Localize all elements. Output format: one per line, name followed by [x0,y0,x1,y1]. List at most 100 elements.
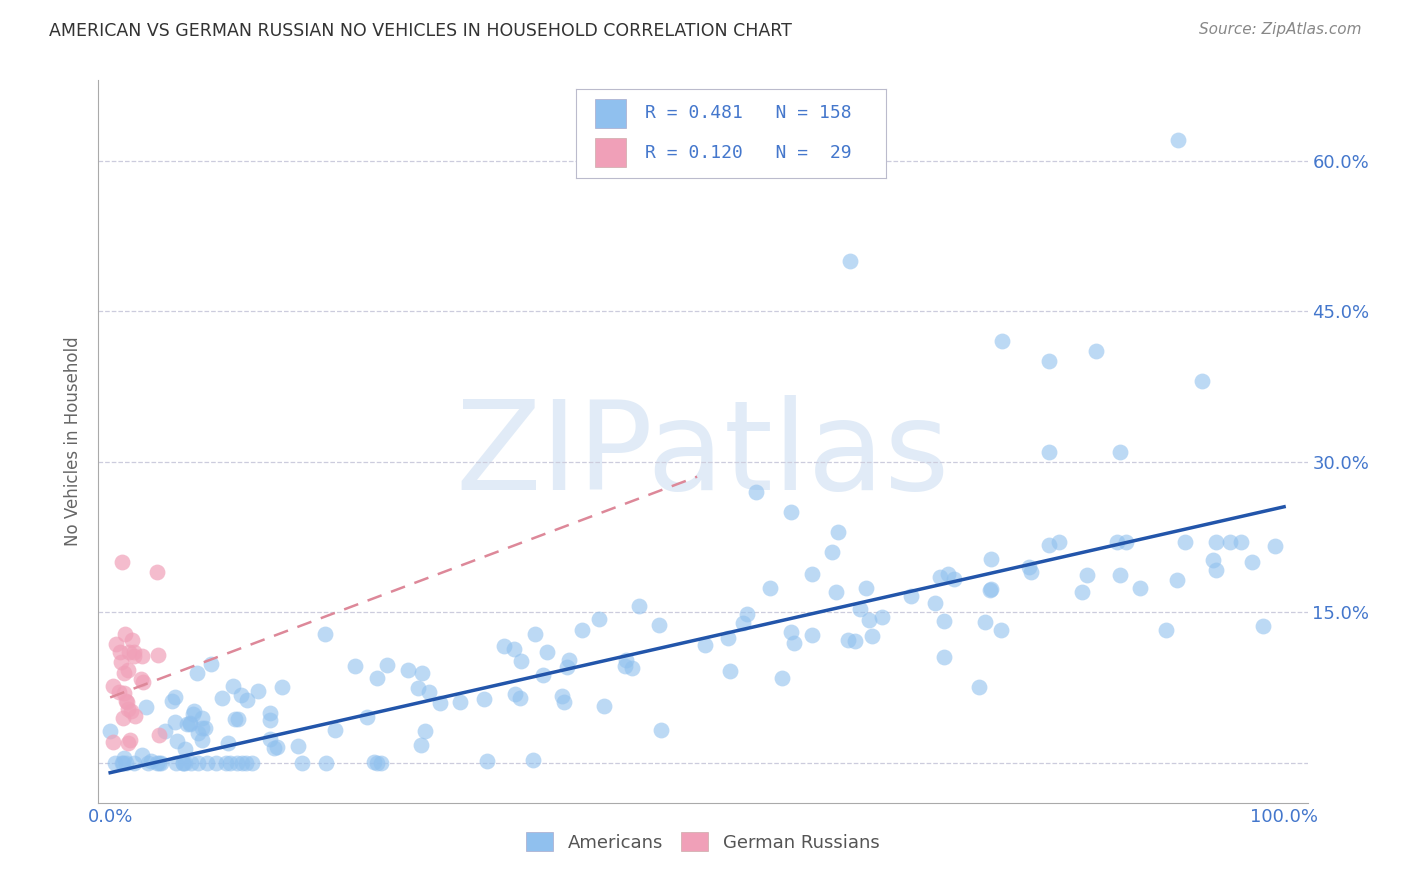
Point [979,582,1001,597]
Point [731,615,754,630]
Point [429,696,451,710]
Point [162,694,184,708]
Point [222,679,245,693]
Point [522,754,544,768]
Point [344,658,367,673]
Point [1038,444,1060,458]
Point [934,615,956,629]
Point [1115,535,1137,549]
FancyBboxPatch shape [595,99,626,128]
Point [224,712,246,726]
Point [124,709,146,723]
Point [849,602,872,616]
Point [924,596,946,610]
Point [1047,535,1070,549]
Point [1105,535,1128,549]
Point [492,639,515,653]
Point [215,756,238,770]
Point [120,704,142,718]
Point [356,710,378,724]
Point [165,756,187,770]
Point [186,665,208,680]
Point [1019,565,1042,579]
Point [146,565,169,579]
Point [315,756,337,770]
Point [132,674,155,689]
Point [111,756,134,770]
Point [936,567,959,582]
Point [870,610,893,624]
Point [375,657,398,672]
Point [1129,581,1152,595]
Point [122,756,145,770]
Point [259,713,281,727]
Point [406,681,429,695]
Point [1071,585,1094,599]
FancyBboxPatch shape [595,138,626,167]
Point [179,715,201,730]
Point [1018,560,1040,574]
Point [291,756,314,770]
Point [418,685,440,699]
Point [148,728,170,742]
Point [827,524,849,539]
Point [131,748,153,763]
Point [129,672,152,686]
Text: R = 0.120   N =  29: R = 0.120 N = 29 [644,144,851,161]
Point [536,645,558,659]
Point [1154,623,1177,637]
Point [117,702,139,716]
Text: ZIPatlas: ZIPatlas [456,395,950,516]
Point [110,644,132,658]
Point [1076,567,1098,582]
Point [179,716,201,731]
Point [111,756,134,770]
Point [780,624,803,639]
Point [524,627,547,641]
Point [396,663,419,677]
Point [112,751,135,765]
Point [314,627,336,641]
Point [131,648,153,663]
Point [800,628,823,642]
Point [217,736,239,750]
Point [969,680,991,694]
Point [183,705,205,719]
Point [246,683,269,698]
Point [695,638,717,652]
Point [900,589,922,603]
Point [172,756,194,770]
Point [323,723,346,737]
Point [194,722,217,736]
Point [235,756,257,770]
Point [211,691,233,706]
Point [980,552,1002,566]
Point [139,754,162,768]
Point [112,686,135,700]
Point [616,653,638,667]
Point [263,741,285,756]
Point [363,755,385,769]
Point [240,756,263,770]
Point [191,711,214,725]
Point [510,654,533,668]
Point [1251,619,1274,633]
Text: AMERICAN VS GERMAN RUSSIAN NO VEHICLES IN HOUSEHOLD CORRELATION CHART: AMERICAN VS GERMAN RUSSIAN NO VEHICLES I… [49,22,792,40]
Point [236,693,259,707]
Point [980,582,1002,597]
Point [103,756,125,770]
Point [551,689,574,703]
Point [226,712,249,726]
Point [1205,535,1227,549]
Point [366,756,388,770]
Point [1038,538,1060,552]
Point [1241,555,1264,569]
Point [370,756,392,770]
Text: Source: ZipAtlas.com: Source: ZipAtlas.com [1198,22,1361,37]
Point [121,632,143,647]
Point [366,671,388,685]
Point [991,334,1014,349]
Point [1191,375,1213,389]
Point [120,733,142,747]
Point [825,585,848,599]
